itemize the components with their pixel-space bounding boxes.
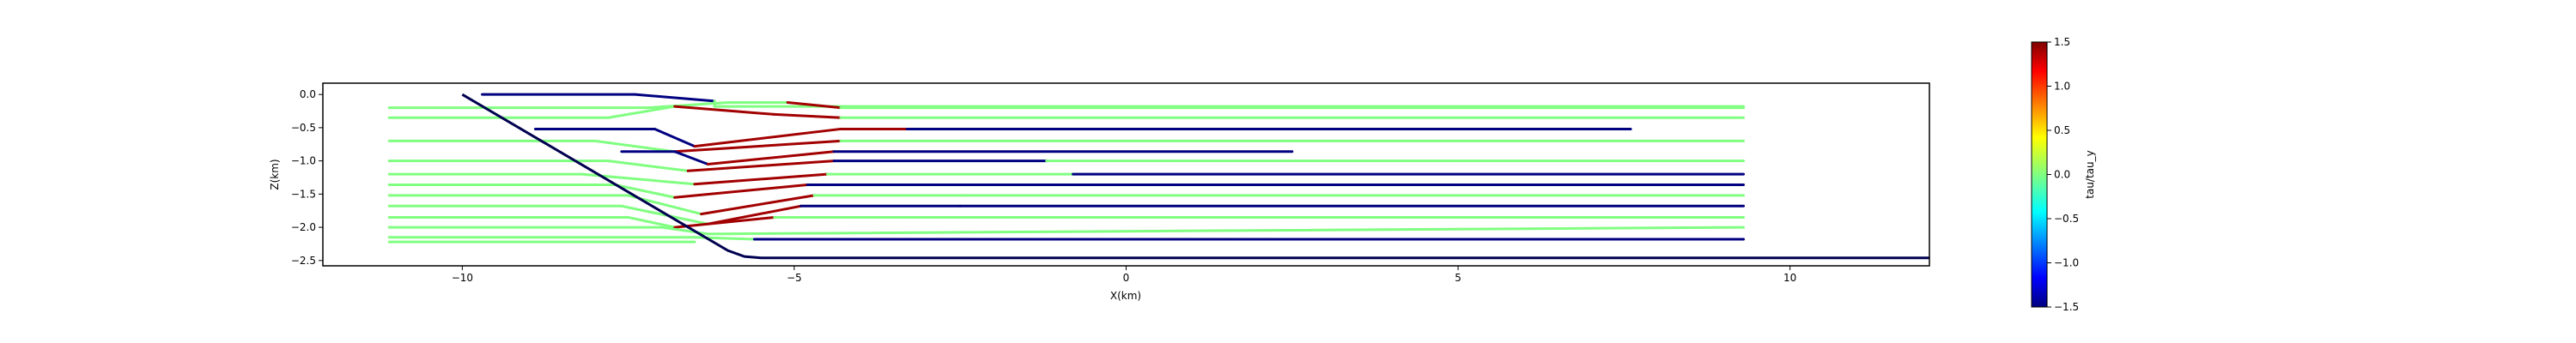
colorbar-tick-label: −0.5 [2054, 213, 2079, 225]
colorbar-tick-label: 0.5 [2054, 124, 2070, 136]
streamline-segment [706, 226, 1746, 236]
streamline-segment [673, 150, 709, 165]
streamline-segment [706, 150, 835, 165]
streamline-12 [387, 215, 1746, 229]
streamline-segment [633, 93, 716, 103]
y-axis: 0.0 −0.5 −1.0 −1.5 −2.0 −2.5 [291, 88, 323, 267]
streamline-segment [620, 204, 709, 226]
streamline-segment [693, 127, 842, 148]
streamline-7 [387, 159, 1746, 172]
streamline-segment [773, 112, 842, 119]
y-tick-label: 0.0 [300, 88, 316, 100]
streamline-segment [647, 100, 730, 110]
streamline-segment [613, 184, 677, 199]
x-tick-label: −5 [787, 272, 802, 284]
fault-boundary-line [461, 93, 1929, 260]
x-axis-label: X(km) [1110, 290, 1141, 302]
streamline-segment [593, 139, 677, 153]
colorbar-tick-label: −1.0 [2054, 257, 2079, 269]
colorbar-ticks: 1.5 1.0 0.5 0.0 −0.5 −1.0 −1.5 [2047, 36, 2079, 313]
streamline-segment [686, 159, 835, 172]
y-tick-label: −0.5 [291, 122, 316, 134]
streamline-2 [387, 100, 1746, 110]
x-axis: −10 −5 0 5 10 [452, 266, 1796, 284]
colorbar-label: tau/tau_y [2084, 150, 2096, 198]
x-tick-label: 0 [1123, 272, 1130, 284]
streamline-6 [620, 150, 1294, 165]
streamline-segment [673, 215, 776, 229]
streamline-13 [387, 226, 1746, 236]
streamline-segment [627, 215, 677, 229]
streamline-11 [387, 204, 1746, 226]
streamline-segment [706, 204, 803, 226]
y-tick-label: −1.5 [291, 188, 316, 200]
x-tick-label: 5 [1455, 272, 1461, 284]
streamline-segment [673, 139, 842, 153]
streamline-segment [653, 127, 696, 148]
x-tick-label: 10 [1783, 272, 1796, 284]
colorbar-tick-label: 0.0 [2054, 169, 2070, 181]
colorbar-tick-label: 1.0 [2054, 81, 2070, 93]
streamline-segment [786, 100, 842, 110]
streamline-segment [606, 159, 690, 172]
streamline-4 [533, 127, 1632, 148]
streamline-14 [387, 236, 1746, 241]
streamline-3 [387, 105, 1746, 119]
x-tick-label: −10 [452, 272, 473, 284]
plot-area [322, 82, 1930, 267]
fault-boundary [461, 93, 1929, 260]
streamline-segment [693, 172, 829, 186]
streamline-segment [606, 105, 677, 119]
streamline-segment [659, 226, 709, 236]
y-tick-label: −2.0 [291, 221, 316, 233]
streamline-9 [387, 184, 1746, 199]
streamlines [387, 93, 1746, 244]
streamline-10 [387, 194, 1746, 216]
colorbar: 1.5 1.0 0.5 0.0 −0.5 −1.0 −1.5 tau/tau_y [2031, 36, 2096, 313]
streamline-8 [387, 172, 1746, 186]
y-axis-label: Z(km) [269, 159, 281, 190]
y-tick-label: −1.0 [291, 155, 316, 167]
colorbar-tick-label: 1.5 [2054, 36, 2070, 48]
colorbar-tick-label: −1.5 [2054, 301, 2079, 313]
streamline-1 [481, 93, 1746, 108]
colorbar-gradient [2031, 41, 2048, 308]
streamline-segment [673, 105, 776, 116]
streamline-segment [673, 184, 809, 199]
streamline-5 [387, 139, 1746, 153]
y-tick-label: −2.5 [291, 255, 316, 267]
streamline-segment [700, 194, 816, 216]
